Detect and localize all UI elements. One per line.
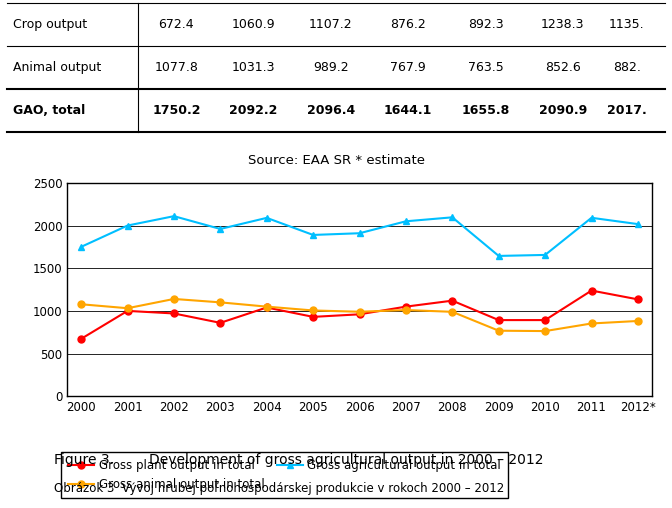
Text: 2090.9: 2090.9 [539,104,587,117]
Text: 989.2: 989.2 [313,61,349,74]
Text: Animal output: Animal output [13,61,101,74]
Text: Source: EAA SR * estimate: Source: EAA SR * estimate [247,153,425,167]
Text: 1750.2: 1750.2 [152,104,201,117]
Text: 1107.2: 1107.2 [309,18,353,30]
Text: Obrázok 3  Vývoj hrubej poľnohospodárskej produkcie v rokoch 2000 – 2012: Obrázok 3 Vývoj hrubej poľnohospodárskej… [54,482,504,495]
Text: 672.4: 672.4 [159,18,194,30]
Text: 1655.8: 1655.8 [462,104,509,117]
Text: GAO, total: GAO, total [13,104,86,117]
Text: 1238.3: 1238.3 [541,18,585,30]
Text: 1135.: 1135. [609,18,644,30]
Text: 1644.1: 1644.1 [384,104,432,117]
Legend: Gross plant output in total, Gross animal output in total, Gross agricultural ou: Gross plant output in total, Gross anima… [61,452,508,498]
Text: 876.2: 876.2 [390,18,426,30]
Text: 882.: 882. [613,61,640,74]
Text: 2096.4: 2096.4 [307,104,355,117]
Text: 767.9: 767.9 [390,61,426,74]
Text: 2017.: 2017. [607,104,646,117]
Text: 1031.3: 1031.3 [232,61,276,74]
Text: Figure 3.        Development of gross agricultural output in 2000 – 2012: Figure 3. Development of gross agricultu… [54,453,543,467]
Text: 852.6: 852.6 [545,61,581,74]
Text: 2092.2: 2092.2 [230,104,278,117]
Text: 1060.9: 1060.9 [232,18,276,30]
Text: 1077.8: 1077.8 [155,61,198,74]
Text: Crop output: Crop output [13,18,87,30]
Text: 892.3: 892.3 [468,18,503,30]
Text: 763.5: 763.5 [468,61,503,74]
